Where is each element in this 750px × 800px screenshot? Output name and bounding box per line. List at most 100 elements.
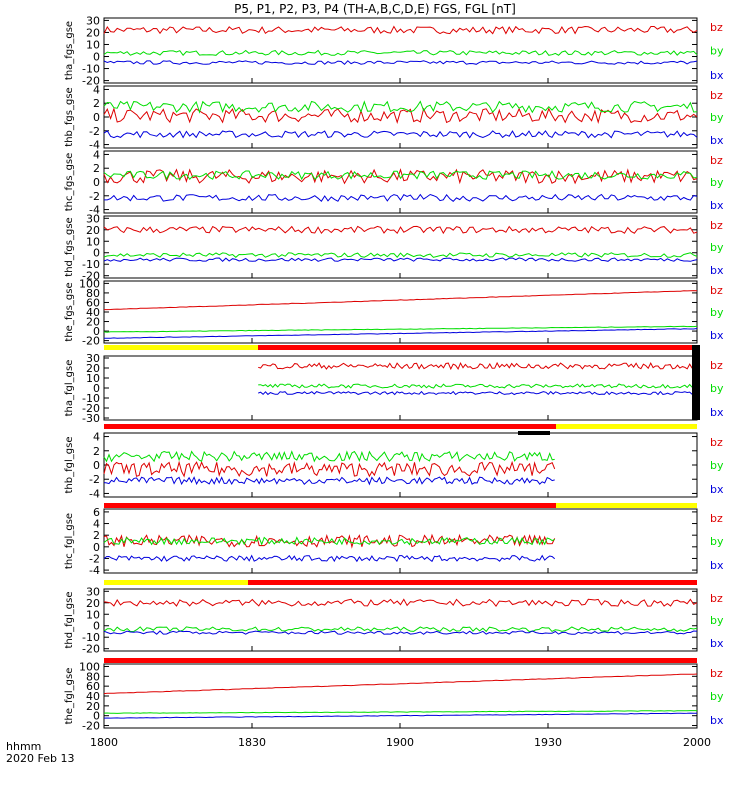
series-bx <box>104 328 698 339</box>
panel-frame <box>103 85 698 149</box>
y-axis-label: thc_fgs_gse <box>64 153 75 212</box>
legend-bx: bx <box>710 69 724 82</box>
y-tick-label: 20 <box>86 224 100 237</box>
y-tick-label: 2 <box>93 162 100 175</box>
series-bx <box>103 130 698 139</box>
series-bx <box>104 193 698 202</box>
panel-frame <box>103 17 698 84</box>
y-axis-label: the_fgs_gse <box>64 282 75 341</box>
y-tick-label: 10 <box>86 608 100 621</box>
y-tick-label: 40 <box>86 690 100 703</box>
y-tick-label: 30 <box>86 352 100 365</box>
y-tick-label: 10 <box>86 38 100 51</box>
series-by <box>103 100 698 114</box>
panel-frame <box>103 432 698 498</box>
y-tick-label: -4 <box>89 204 100 217</box>
status-bar <box>258 345 697 350</box>
y-tick-label: 0 <box>93 325 100 338</box>
y-axis-label: tha_fgs_gse <box>64 21 75 80</box>
series-bx <box>103 257 698 262</box>
status-bar <box>248 580 697 585</box>
y-tick-label: 4 <box>93 518 100 531</box>
legend-bx: bx <box>710 559 724 572</box>
legend-bz: bz <box>710 592 723 605</box>
legend-bz: bz <box>710 436 723 449</box>
legend-bx: bx <box>710 406 724 419</box>
legend-bx: bx <box>710 329 724 342</box>
y-tick-label: -4 <box>89 487 100 500</box>
legend-bz: bz <box>710 219 723 232</box>
y-tick-label: 20 <box>86 316 100 329</box>
y-tick-label: -2 <box>89 125 100 138</box>
legend-bz: bz <box>710 667 723 680</box>
y-tick-label: 80 <box>86 287 100 300</box>
y-tick-label: -10 <box>82 631 100 644</box>
y-tick-label: 6 <box>93 506 100 519</box>
legend-bx: bx <box>710 199 724 212</box>
panel-frame <box>103 588 698 652</box>
status-bar <box>104 424 556 429</box>
legend-bx: bx <box>710 264 724 277</box>
status-bar <box>556 503 697 508</box>
legend-bx: bx <box>710 483 724 496</box>
status-bar <box>104 345 258 350</box>
y-tick-label: -20 <box>82 270 100 283</box>
x-tick-label: 1930 <box>534 736 562 749</box>
panel-frame <box>103 663 698 729</box>
series-bx <box>103 60 698 65</box>
chart-title: P5, P1, P2, P3, P4 (TH-A,B,C,D,E) FGS, F… <box>234 2 516 16</box>
legend-by: by <box>710 459 724 472</box>
legend-by: by <box>710 382 724 395</box>
series-bx <box>103 554 556 563</box>
series-bz <box>103 25 698 35</box>
y-tick-label: 0 <box>93 247 100 260</box>
y-tick-label: 60 <box>86 296 100 309</box>
y-tick-label: 100 <box>79 660 100 673</box>
x-tick-label: 1800 <box>90 736 118 749</box>
legend-by: by <box>710 45 724 58</box>
y-tick-label: 30 <box>86 14 100 27</box>
y-tick-label: -10 <box>82 392 100 405</box>
y-tick-label: 2 <box>93 97 100 110</box>
y-tick-label: 40 <box>86 306 100 319</box>
status-marker <box>518 431 550 435</box>
series-bz <box>103 225 698 235</box>
legend-bx: bx <box>710 637 724 650</box>
y-tick-label: 0 <box>93 111 100 124</box>
series-bz <box>103 168 698 185</box>
y-tick-label: 60 <box>86 680 100 693</box>
y-tick-label: 20 <box>86 597 100 610</box>
panel-frame <box>103 150 698 214</box>
series-by <box>103 170 698 181</box>
legend-by: by <box>710 111 724 124</box>
series-bz <box>258 361 698 371</box>
legend-bz: bz <box>710 154 723 167</box>
legend-bz: bz <box>710 89 723 102</box>
y-tick-label: 0 <box>93 51 100 64</box>
series-by <box>103 450 555 463</box>
y-tick-label: -20 <box>82 402 100 415</box>
y-tick-label: -2 <box>89 552 100 565</box>
y-tick-label: 80 <box>86 670 100 683</box>
y-axis-label: thc_fgl_gse <box>64 513 75 569</box>
edge-marker <box>692 345 700 420</box>
y-axis-label: thb_fgs_gse <box>64 87 75 146</box>
y-tick-label: -4 <box>89 139 100 152</box>
legend-by: by <box>710 241 724 254</box>
y-tick-label: 2 <box>93 445 100 458</box>
status-bar <box>556 424 697 429</box>
legend-by: by <box>710 306 724 319</box>
legend-by: by <box>710 535 724 548</box>
status-bar <box>104 580 248 585</box>
y-tick-label: 20 <box>86 26 100 39</box>
y-tick-label: 0 <box>93 541 100 554</box>
legend-bz: bz <box>710 512 723 525</box>
series-bx <box>103 630 698 635</box>
series-by <box>103 536 555 546</box>
y-tick-label: 4 <box>93 148 100 161</box>
x-tick-label: 1900 <box>386 736 414 749</box>
y-tick-label: 10 <box>86 372 100 385</box>
series-by <box>103 325 698 333</box>
y-tick-label: 2 <box>93 529 100 542</box>
y-tick-label: 4 <box>93 83 100 96</box>
